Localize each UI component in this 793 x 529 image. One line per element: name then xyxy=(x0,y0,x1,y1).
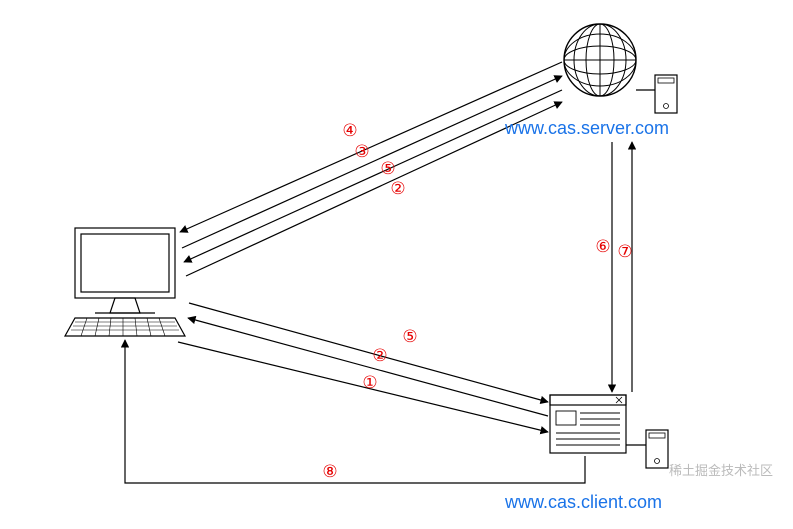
step-label-9: ⑦ xyxy=(615,243,635,263)
step-label-2: ② xyxy=(370,347,390,367)
cas-server-node xyxy=(564,24,677,113)
step-label-7: ④ xyxy=(340,122,360,142)
arrows-browser-client xyxy=(178,303,548,432)
arrows-server-client xyxy=(612,142,632,392)
arrow-8-bottom xyxy=(125,340,585,483)
step-label-4: ② xyxy=(388,180,408,200)
cas-server-url: www.cas.server.com xyxy=(505,118,669,139)
cas-client-url: www.cas.client.com xyxy=(505,492,662,513)
step-label-6: ③ xyxy=(352,143,372,163)
step-label-3: ⑤ xyxy=(400,328,420,348)
step-label-5: ⑤ xyxy=(378,160,398,180)
watermark-text: 稀土掘金技术社区 xyxy=(669,460,773,479)
browser-node xyxy=(65,228,185,336)
step-label-8: ⑥ xyxy=(593,238,613,258)
step-label-10: ⑧ xyxy=(320,463,340,483)
step-label-1: ① xyxy=(360,374,380,394)
cas-client-node xyxy=(550,395,668,468)
arrows-browser-server xyxy=(180,62,562,276)
cas-flow-diagram xyxy=(0,0,793,529)
